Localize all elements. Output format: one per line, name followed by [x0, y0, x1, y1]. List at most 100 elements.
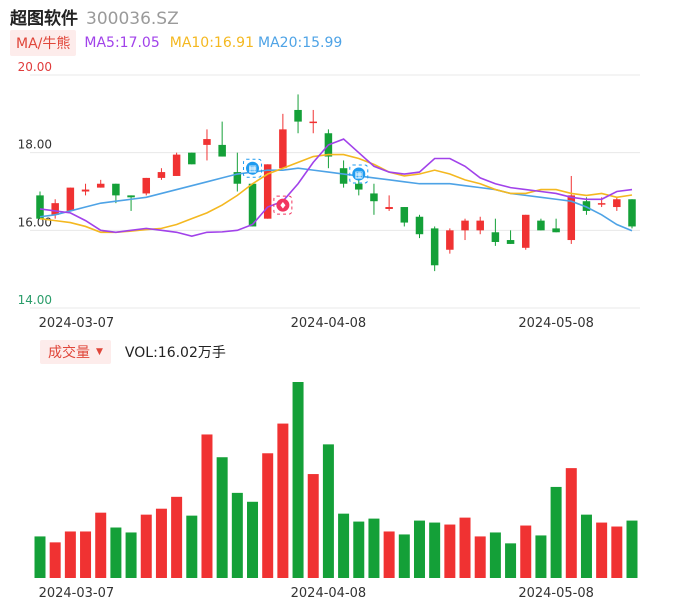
- candle-body: [370, 193, 378, 202]
- candle[interactable]: [370, 183, 378, 215]
- candle-body: [506, 240, 515, 244]
- volume-bar[interactable]: [216, 457, 228, 578]
- candle[interactable]: [415, 214, 424, 239]
- volume-bar[interactable]: [95, 512, 107, 578]
- volume-bar[interactable]: [429, 522, 441, 578]
- candle[interactable]: [127, 195, 135, 211]
- candle[interactable]: [537, 218, 545, 231]
- y-tick-label: 14.00: [18, 293, 52, 307]
- candle[interactable]: [233, 152, 242, 192]
- ma-indicator-button[interactable]: MA/牛熊: [10, 30, 77, 56]
- volume-bar[interactable]: [322, 444, 334, 578]
- candle[interactable]: [567, 175, 576, 244]
- volume-bar[interactable]: [110, 527, 122, 578]
- candle-body: [96, 183, 105, 188]
- candle-body: [66, 187, 75, 211]
- volume-bar[interactable]: [444, 524, 456, 578]
- candle[interactable]: [446, 228, 454, 254]
- volume-bar[interactable]: [277, 423, 289, 578]
- x-tick-label: 2024-05-08: [518, 586, 594, 601]
- volume-bar[interactable]: [535, 535, 547, 578]
- candle-body: [582, 201, 591, 211]
- candle[interactable]: [506, 230, 515, 244]
- candle[interactable]: [248, 183, 257, 227]
- candle[interactable]: [218, 121, 226, 157]
- candle[interactable]: [36, 191, 44, 219]
- dividend-icon[interactable]: ♦: [273, 195, 293, 215]
- volume-bar[interactable]: [398, 534, 410, 578]
- candle[interactable]: [476, 216, 484, 235]
- volume-bar[interactable]: [383, 531, 395, 578]
- volume-bar[interactable]: [171, 496, 183, 578]
- volume-bar[interactable]: [338, 513, 350, 578]
- volume-bar[interactable]: [580, 514, 592, 578]
- candle-body: [112, 183, 120, 196]
- candle[interactable]: [203, 129, 211, 161]
- candle[interactable]: [188, 152, 196, 165]
- volume-bar[interactable]: [201, 434, 213, 578]
- announcement-icon[interactable]: ▦: [349, 164, 369, 184]
- volume-bar[interactable]: [140, 514, 152, 578]
- candle[interactable]: [613, 197, 621, 211]
- candle[interactable]: [582, 197, 591, 215]
- volume-indicator-button[interactable]: 成交量 ▼: [40, 340, 111, 364]
- volume-bar[interactable]: [520, 525, 532, 578]
- volume-bar[interactable]: [368, 518, 380, 578]
- volume-bar[interactable]: [247, 501, 259, 578]
- announcement-icon[interactable]: ▦: [243, 158, 263, 178]
- candle[interactable]: [552, 218, 560, 233]
- candle[interactable]: [66, 187, 75, 211]
- volume-bar[interactable]: [64, 531, 76, 578]
- ma-lines: [39, 138, 633, 237]
- candle[interactable]: [112, 183, 120, 204]
- volume-bar[interactable]: [155, 508, 167, 578]
- candle-body: [400, 207, 409, 223]
- candle[interactable]: [491, 218, 500, 246]
- volume-bar[interactable]: [49, 542, 61, 578]
- volume-bar[interactable]: [489, 532, 501, 578]
- candle[interactable]: [628, 199, 636, 229]
- ma10-value: MA10:16.91: [169, 35, 255, 51]
- volume-bar[interactable]: [474, 536, 486, 578]
- candle[interactable]: [400, 207, 409, 227]
- candle[interactable]: [172, 152, 181, 176]
- candle[interactable]: [279, 113, 287, 169]
- candle[interactable]: [521, 214, 530, 250]
- candle[interactable]: [96, 179, 105, 188]
- volume-bar[interactable]: [626, 520, 638, 578]
- volume-bar[interactable]: [596, 522, 608, 578]
- volume-bar[interactable]: [413, 520, 425, 578]
- candle[interactable]: [355, 179, 363, 196]
- candle-body: [81, 189, 90, 192]
- volume-bar[interactable]: [231, 492, 243, 578]
- volume-bar[interactable]: [125, 532, 137, 578]
- candle[interactable]: [430, 226, 439, 272]
- candle[interactable]: [309, 109, 317, 134]
- volume-bar[interactable]: [505, 543, 517, 578]
- caret-down-icon: ▼: [96, 347, 103, 357]
- candle[interactable]: [157, 168, 166, 180]
- volume-bar[interactable]: [565, 468, 577, 578]
- candle-body: [36, 195, 44, 219]
- candle[interactable]: [81, 183, 90, 196]
- candle[interactable]: [294, 94, 302, 134]
- volume-bar[interactable]: [292, 382, 304, 578]
- candle[interactable]: [142, 177, 151, 196]
- candle-body: [628, 199, 636, 227]
- svg-text:♦: ♦: [279, 202, 287, 212]
- volume-bar[interactable]: [80, 531, 92, 578]
- volume-bar[interactable]: [353, 521, 365, 578]
- candle-body: [385, 207, 393, 209]
- candle-body: [613, 199, 621, 208]
- volume-bar[interactable]: [550, 486, 562, 578]
- volume-bar[interactable]: [262, 453, 274, 578]
- candle[interactable]: [461, 218, 469, 241]
- ma-legend: MA/牛熊 MA5:17.05 MA10:16.91 MA20:15.99: [10, 30, 342, 56]
- volume-bar[interactable]: [34, 536, 46, 578]
- volume-bar[interactable]: [459, 517, 471, 578]
- volume-bar[interactable]: [186, 515, 198, 578]
- candle[interactable]: [385, 195, 393, 211]
- volume-bar[interactable]: [611, 526, 623, 578]
- volume-bar[interactable]: [307, 474, 319, 578]
